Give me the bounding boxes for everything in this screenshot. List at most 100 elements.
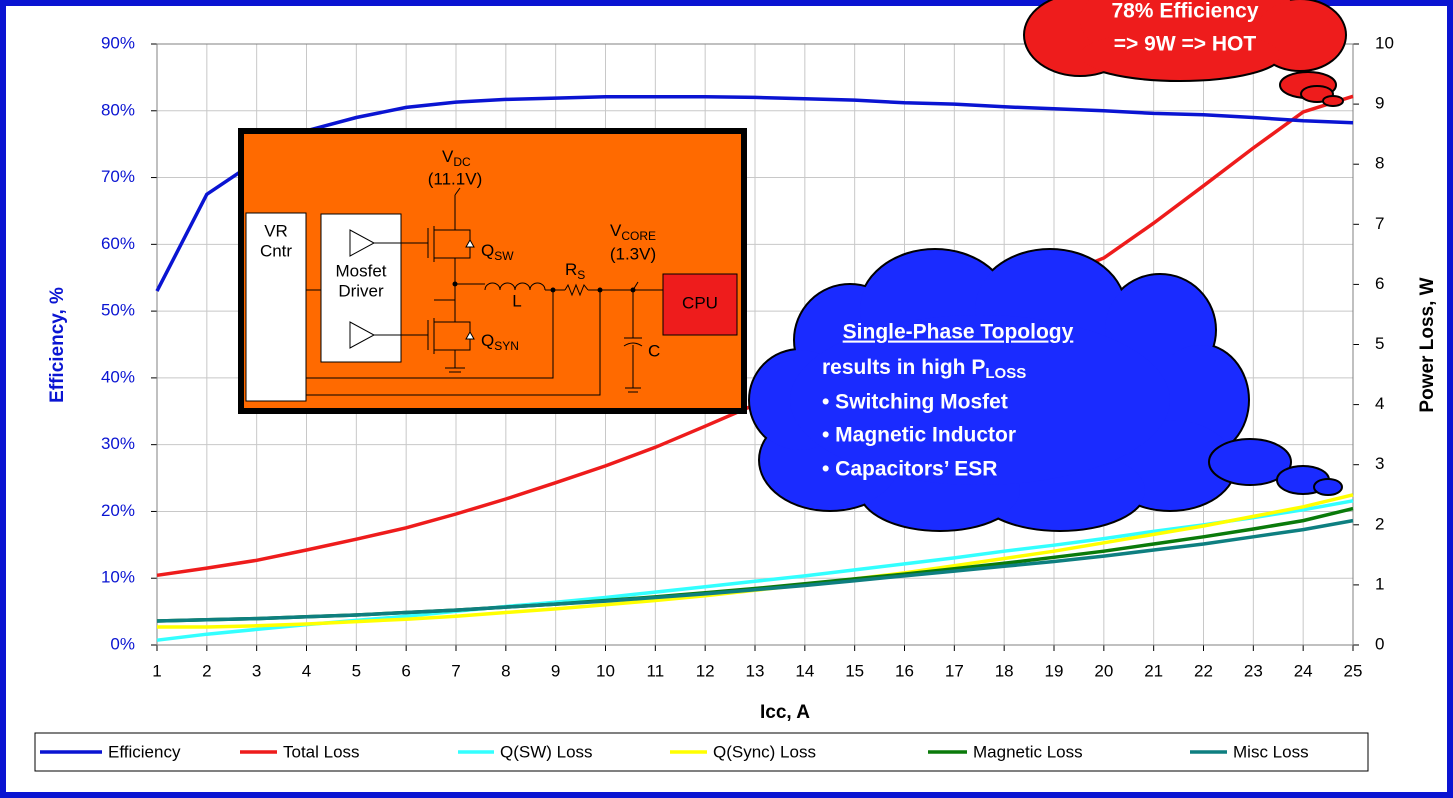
x-tick-label: 23: [1244, 661, 1263, 680]
node: [597, 287, 603, 293]
inset-diagram: CPU VR Cntr Mosfet Driver VDC (11.1V) QS…: [238, 128, 747, 414]
l-label: L: [512, 291, 521, 310]
diode: [465, 238, 475, 248]
callout-cloud: [748, 248, 1343, 532]
cloud-fill: [1315, 480, 1341, 494]
y-tick-label: 70%: [101, 167, 135, 186]
y2-axis-label: Power Loss, W: [1417, 277, 1438, 412]
y2-tick-label: 7: [1375, 214, 1384, 233]
rs-sub: S: [577, 268, 585, 282]
series-line: [155, 95, 1354, 292]
x-tick-label: 8: [501, 661, 510, 680]
y2-tick-label: 1: [1375, 574, 1384, 593]
y-tick-label: 0%: [110, 634, 135, 653]
cpu-label: CPU: [682, 293, 718, 312]
callout-line: => 9W => HOT: [1114, 33, 1257, 56]
y2-tick-label: 0: [1375, 634, 1384, 653]
vcore-label: VCORE: [610, 221, 656, 243]
node: [452, 281, 458, 287]
x-tick-label: 16: [895, 661, 914, 680]
buffer: [349, 229, 376, 257]
x-tick-label: 13: [746, 661, 765, 680]
x-tick-label: 2: [202, 661, 211, 680]
rs: R: [565, 260, 577, 279]
y2-tick-label: 5: [1375, 334, 1384, 353]
cntr-label: Cntr: [260, 241, 292, 260]
y-tick-label: 40%: [101, 367, 135, 386]
vr-box: [245, 212, 307, 402]
callout-bullet: • Magnetic Inductor: [822, 424, 1016, 447]
y2-tick-label: 6: [1375, 274, 1384, 293]
y-tick-label: 50%: [101, 301, 135, 320]
x-tick-label: 22: [1194, 661, 1213, 680]
x-tick-label: 12: [696, 661, 715, 680]
callout-bullet: • Switching Mosfet: [822, 391, 1008, 414]
callout-bullet: • Capacitors’ ESR: [822, 458, 997, 481]
x-tick-label: 25: [1344, 661, 1363, 680]
buffer: [349, 321, 376, 349]
cloud-fill: [1210, 440, 1290, 484]
legend-label: Efficiency: [108, 742, 181, 761]
driver-label: Driver: [338, 281, 384, 300]
rs-label: RS: [565, 260, 585, 282]
x-tick-label: 4: [302, 661, 311, 680]
x-tick-label: 20: [1094, 661, 1113, 680]
x-tick-label: 19: [1045, 661, 1064, 680]
callout-title: Single-Phase Topology: [843, 321, 1074, 344]
legend: Efficiency Total Loss Q(SW) Loss Q(Sync) Lo…: [40, 742, 1309, 761]
node: [550, 287, 556, 293]
y2-tick-label: 10: [1375, 33, 1394, 52]
x-axis-label: Icc, A: [760, 702, 810, 723]
legend-label: Q(Sync) Loss: [713, 742, 816, 761]
y-tick-label: 30%: [101, 434, 135, 453]
vdc-value: (11.1V): [428, 169, 483, 188]
x-tick-label: 18: [995, 661, 1014, 680]
legend-label: Magnetic Loss: [973, 742, 1083, 761]
x-tick-label: 7: [451, 661, 460, 680]
x-tick-label: 10: [596, 661, 615, 680]
callout-line: 78% Efficiency: [1111, 0, 1258, 23]
vcore-sub: CORE: [621, 229, 656, 243]
cloud-fill: [1080, 30, 1280, 80]
y2-tick-label: 4: [1375, 394, 1384, 413]
x-tick-label: 11: [647, 661, 665, 680]
inset-box: [238, 128, 747, 414]
plot-border: [156, 43, 1354, 646]
qsw: Q: [481, 241, 494, 260]
wires: [306, 187, 663, 396]
qsyn-sub: SYN: [494, 339, 519, 353]
mosfet-label: Mosfet: [335, 261, 386, 280]
x-tick-label: 24: [1294, 661, 1313, 680]
callout-text: results in high P: [822, 356, 985, 379]
y2-tick-label: 8: [1375, 154, 1384, 173]
vr-label: VR: [264, 221, 288, 240]
legend-label: Misc Loss: [1233, 742, 1309, 761]
callout-text: 78% Efficiency => 9W => HOT Single-Phase…: [822, 0, 1259, 481]
y2-tick-label: 3: [1375, 454, 1384, 473]
qsyn-label: QSYN: [481, 331, 519, 353]
vcore-value: (1.3V): [610, 244, 656, 263]
vdc: V: [442, 147, 454, 166]
y2-tick-label: 9: [1375, 94, 1384, 113]
legend-label: Total Loss: [283, 742, 360, 761]
cloud-fill: [1324, 97, 1342, 105]
y-tick-label: 20%: [101, 501, 135, 520]
callout-line: results in high PLOSS: [822, 356, 1026, 382]
y-tick-label: 10%: [101, 568, 135, 587]
y-axis-label: Efficiency, %: [47, 287, 68, 403]
x-tick-label: 21: [1144, 661, 1163, 680]
qsw-sub: SW: [494, 249, 514, 263]
vdc-sub: DC: [453, 155, 471, 169]
x-tick-label: 14: [795, 661, 814, 680]
x-tick-label: 17: [945, 661, 964, 680]
cpu-box: [662, 273, 738, 336]
y2-tick-label: 2: [1375, 514, 1384, 533]
legend-label: Q(SW) Loss: [500, 742, 593, 761]
callout-sub: LOSS: [985, 365, 1026, 382]
x-tick-label: 15: [845, 661, 864, 680]
x-tick-label: 6: [401, 661, 410, 680]
series-line: [156, 518, 1354, 623]
node: [630, 287, 636, 293]
diode: [465, 330, 475, 340]
qsw-label: QSW: [481, 241, 514, 263]
